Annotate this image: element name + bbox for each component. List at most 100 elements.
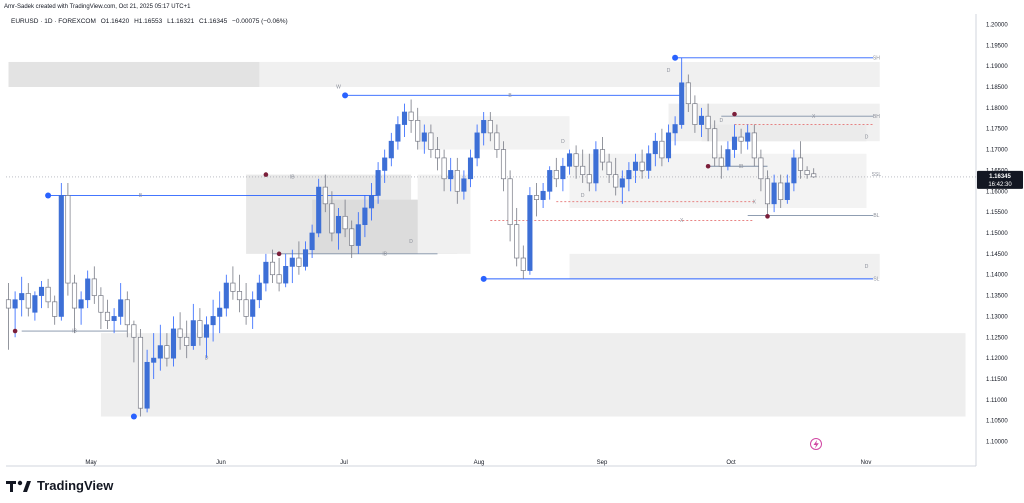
annotation-label: B (508, 93, 512, 99)
tradingview-logo: TradingView (6, 478, 113, 493)
annotation-label: W (336, 85, 341, 91)
candle-body (791, 157, 797, 184)
candle-body (764, 178, 771, 205)
pivot-dot (45, 192, 52, 199)
annotation-label: BL (873, 213, 879, 219)
annotation-label: D (667, 68, 671, 74)
candle-body (507, 178, 513, 226)
candle-body (98, 295, 104, 313)
candle-body (395, 124, 401, 142)
lightning-glyph (813, 440, 819, 449)
candle-body (19, 293, 25, 301)
annotation-label: IB (739, 164, 744, 170)
candle-body (632, 161, 639, 171)
candle-body (104, 311, 111, 321)
candle-body (230, 282, 236, 292)
x-tick-label: Sep (597, 460, 608, 466)
pivot-dot (480, 275, 487, 282)
y-tick-label: 1.17000 (986, 148, 1008, 154)
candle-body (514, 224, 520, 259)
candle-body (533, 195, 540, 200)
candle-body (553, 170, 559, 180)
candle-body (388, 140, 394, 159)
candle-body (698, 115, 705, 125)
candle-body (65, 195, 71, 284)
candle-body (203, 324, 210, 338)
candle-body (342, 215, 348, 230)
y-tick-label: 1.17500 (986, 127, 1008, 133)
y-tick-label: 1.20000 (986, 22, 1008, 28)
candle-body (349, 228, 355, 246)
candle-body (606, 161, 612, 175)
candle-body (705, 115, 711, 130)
annotation-label: D (865, 135, 869, 141)
candle-body (527, 195, 533, 271)
candle-body (335, 215, 342, 234)
candle-body (137, 336, 144, 409)
candle-body (434, 149, 441, 159)
candle-body (78, 299, 84, 309)
candle-body (738, 136, 744, 142)
candle-body (144, 361, 150, 409)
zone-box (701, 124, 867, 142)
candle-body (494, 132, 500, 150)
annotation-label: BH (873, 114, 880, 120)
annotation-label: D (205, 356, 209, 362)
candle-body (467, 157, 474, 180)
annotation-label: D (409, 239, 413, 245)
zone-box (259, 61, 880, 87)
candle-body (250, 299, 256, 317)
candle-body (223, 282, 229, 309)
y-tick-label: 1.11000 (986, 398, 1008, 404)
y-tick-label: 1.10000 (986, 440, 1008, 446)
candle-body (184, 336, 190, 346)
candle-body (487, 120, 493, 134)
candle-body (811, 173, 817, 178)
annotation-label: X (812, 114, 816, 120)
candle-body (111, 316, 117, 321)
candle-body (52, 301, 58, 317)
candle-body (124, 299, 130, 326)
zone-box (417, 116, 570, 150)
candle-body (382, 157, 388, 171)
candle-body (25, 293, 31, 309)
candle-body (355, 224, 361, 246)
pivot-dot (12, 328, 18, 334)
brand-name: TradingView (37, 478, 114, 493)
candle-body (454, 170, 460, 192)
candle-body (652, 140, 658, 155)
candle-body (461, 178, 467, 192)
candle-body (639, 161, 645, 171)
candle-body (745, 132, 751, 142)
open-value: O1.16420 (100, 18, 130, 25)
annotation-label: SH (873, 55, 880, 61)
candle-body (322, 186, 328, 205)
candle-body (85, 278, 91, 301)
candle-body (771, 182, 777, 205)
annotation-label: X (753, 199, 757, 205)
x-tick-label: May (85, 460, 96, 466)
y-tick-label: 1.13000 (986, 314, 1008, 320)
candle-body (731, 136, 738, 150)
candle-body (177, 328, 183, 338)
candle-body (32, 295, 38, 313)
candle-body (276, 274, 282, 284)
pivot-dot (765, 214, 770, 219)
candle-body (283, 266, 289, 284)
x-tick-label: Oct (726, 460, 736, 466)
candle-body (170, 328, 177, 359)
y-tick-label: 1.19000 (986, 64, 1008, 70)
candle-body (599, 149, 606, 163)
y-tick-label: 1.15500 (986, 210, 1008, 216)
candle-body (500, 149, 507, 180)
candle-body (428, 132, 434, 150)
candle-body (289, 257, 295, 267)
candle-body (256, 282, 262, 301)
annotation-label: SL (873, 276, 879, 282)
price-tag-time: 16:42:30 (988, 182, 1012, 188)
annotation-label: X (680, 218, 684, 224)
pivot-dot (705, 163, 711, 169)
y-tick-label: 1.15000 (986, 231, 1008, 237)
candle-body (665, 132, 672, 159)
